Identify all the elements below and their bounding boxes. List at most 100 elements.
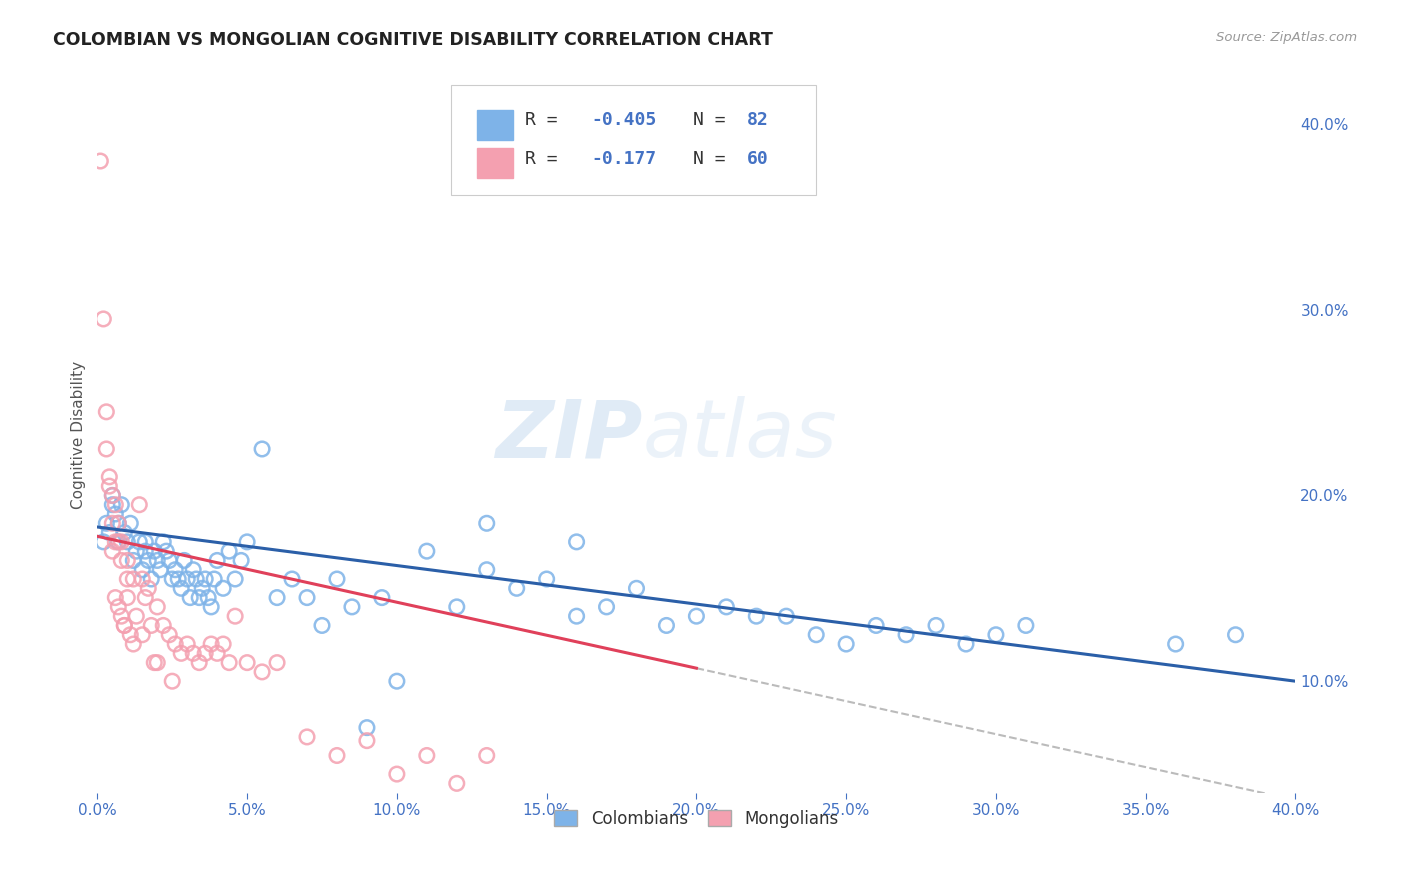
Point	[112, 618, 135, 632]
Point	[716, 599, 738, 614]
Point	[107, 516, 129, 531]
Point	[188, 656, 211, 670]
Point	[181, 646, 204, 660]
Point	[107, 534, 129, 549]
Point	[356, 733, 378, 747]
Point	[167, 572, 190, 586]
Point	[250, 442, 273, 456]
Point	[155, 544, 177, 558]
Point	[98, 470, 121, 484]
Point	[107, 599, 129, 614]
FancyBboxPatch shape	[451, 85, 817, 195]
Point	[475, 563, 498, 577]
Text: -0.177: -0.177	[591, 151, 657, 169]
Point	[136, 582, 159, 596]
Point	[96, 516, 118, 531]
Text: N =: N =	[693, 112, 737, 129]
Point	[1225, 628, 1247, 642]
Point	[188, 591, 211, 605]
Point	[218, 544, 240, 558]
Text: R =: R =	[524, 112, 568, 129]
Point	[104, 591, 127, 605]
Point	[170, 646, 193, 660]
Point	[143, 544, 166, 558]
Point	[101, 544, 124, 558]
Point	[326, 572, 349, 586]
Point	[326, 748, 349, 763]
Text: R =: R =	[524, 151, 579, 169]
Point	[128, 498, 150, 512]
Point	[149, 563, 172, 577]
Text: Source: ZipAtlas.com: Source: ZipAtlas.com	[1216, 31, 1357, 45]
Point	[117, 534, 139, 549]
Y-axis label: Cognitive Disability: Cognitive Disability	[72, 361, 86, 509]
Point	[176, 572, 198, 586]
Text: ZIP: ZIP	[495, 396, 643, 474]
Point	[131, 572, 153, 586]
Point	[128, 534, 150, 549]
Point	[894, 628, 917, 642]
Text: 60: 60	[747, 151, 769, 169]
Point	[385, 767, 408, 781]
Point	[107, 516, 129, 531]
Point	[475, 516, 498, 531]
Point	[117, 591, 139, 605]
Point	[356, 721, 378, 735]
Point	[141, 572, 163, 586]
Point	[194, 572, 217, 586]
Point	[117, 553, 139, 567]
Point	[117, 572, 139, 586]
Point	[110, 609, 132, 624]
Point	[224, 609, 246, 624]
Point	[202, 572, 225, 586]
Point	[197, 591, 219, 605]
Point	[131, 628, 153, 642]
Point	[112, 525, 135, 540]
Point	[112, 618, 135, 632]
Point	[101, 488, 124, 502]
Point	[205, 646, 228, 660]
Point	[110, 534, 132, 549]
Point	[152, 618, 174, 632]
Point	[125, 544, 148, 558]
Point	[173, 553, 195, 567]
Text: 82: 82	[747, 112, 769, 129]
Point	[146, 656, 169, 670]
Point	[416, 544, 439, 558]
Point	[104, 498, 127, 512]
Point	[107, 534, 129, 549]
Point	[385, 674, 408, 689]
Point	[205, 553, 228, 567]
Point	[218, 656, 240, 670]
Point	[134, 534, 156, 549]
Point	[416, 748, 439, 763]
Point	[104, 507, 127, 521]
Point	[224, 572, 246, 586]
Point	[446, 599, 468, 614]
Point	[281, 572, 304, 586]
Legend: Colombians, Mongolians: Colombians, Mongolians	[547, 803, 845, 834]
Point	[186, 572, 208, 586]
Point	[93, 312, 115, 326]
Point	[96, 442, 118, 456]
FancyBboxPatch shape	[477, 147, 513, 178]
Point	[565, 609, 588, 624]
Point	[775, 609, 797, 624]
Point	[176, 637, 198, 651]
Point	[212, 582, 235, 596]
Point	[101, 516, 124, 531]
Point	[98, 525, 121, 540]
Point	[96, 405, 118, 419]
Point	[125, 609, 148, 624]
Point	[160, 674, 183, 689]
Point	[131, 563, 153, 577]
Point	[446, 776, 468, 790]
Point	[250, 665, 273, 679]
Point	[955, 637, 977, 651]
Point	[1015, 618, 1038, 632]
Point	[835, 637, 858, 651]
Point	[110, 553, 132, 567]
Point	[179, 591, 201, 605]
Point	[146, 553, 169, 567]
Point	[120, 516, 142, 531]
